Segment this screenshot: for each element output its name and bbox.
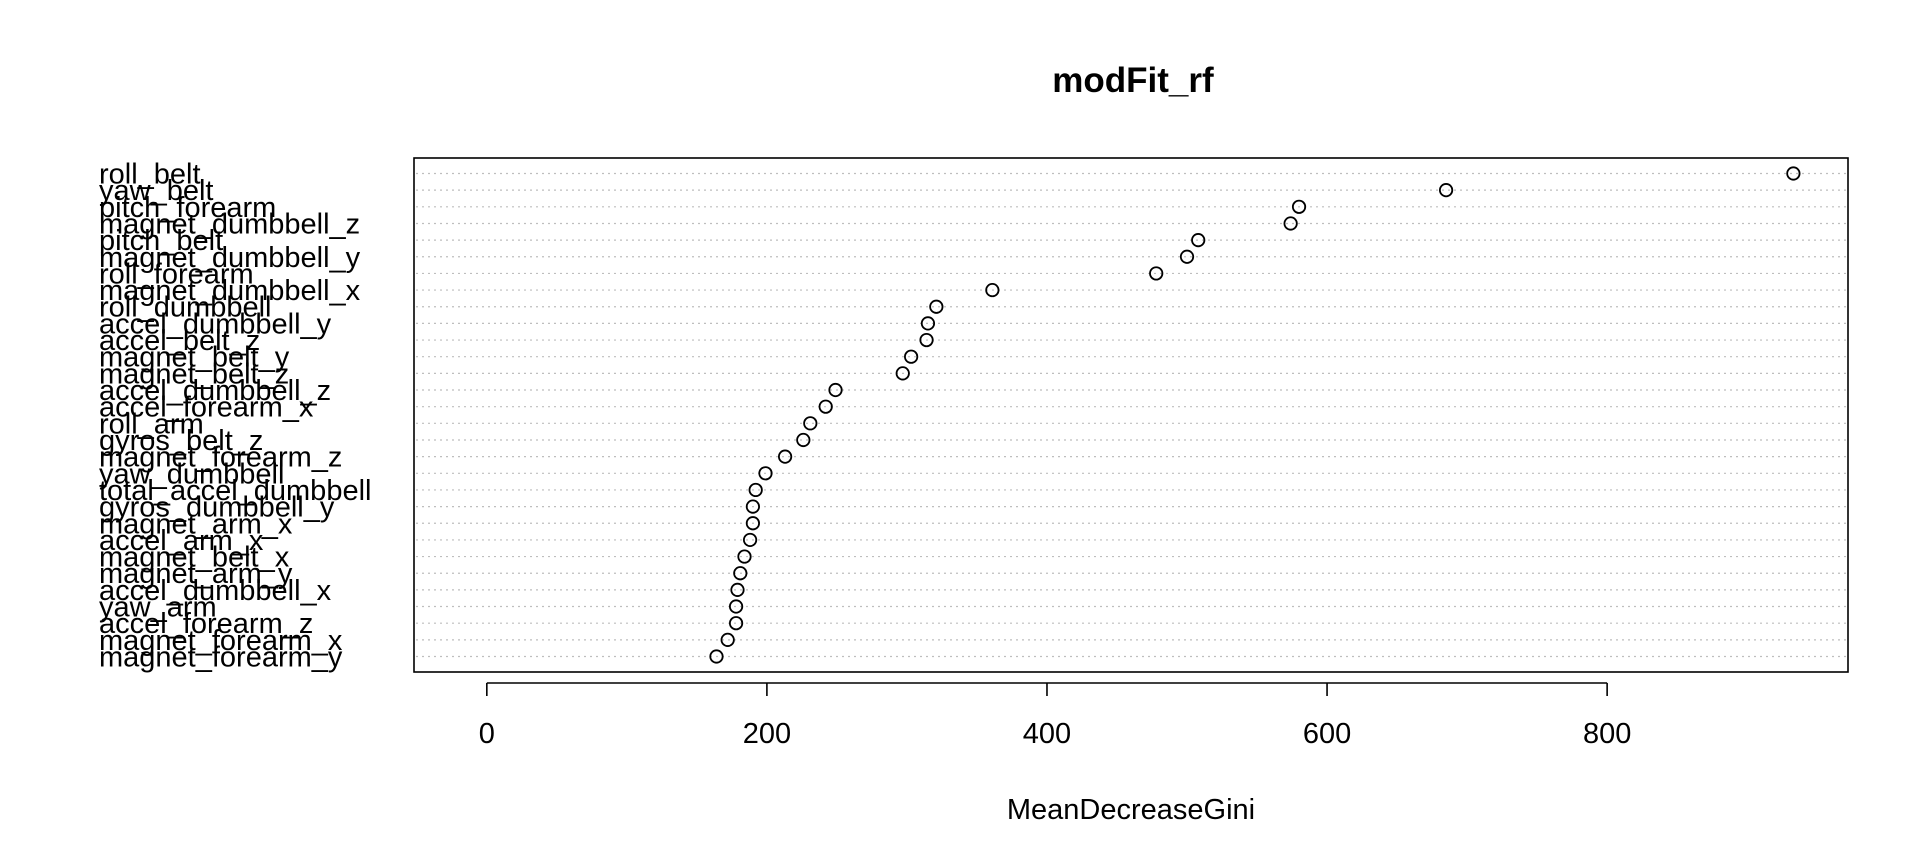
data-point <box>1283 216 1298 231</box>
category-label: yaw_belt <box>99 175 213 207</box>
x-axis-label: MeanDecreaseGini <box>1007 794 1255 826</box>
category-label: magnet_belt_y <box>99 342 290 374</box>
x-tick-label: 400 <box>1023 718 1071 750</box>
category-label: magnet_arm_y <box>99 558 293 590</box>
grid-lines <box>416 172 1846 658</box>
data-point <box>904 349 919 364</box>
category-label: magnet_belt_x <box>99 542 290 574</box>
category-label: magnet_dumbbell_x <box>99 275 361 307</box>
category-label: magnet_arm_x <box>99 508 293 540</box>
category-label: pitch_belt <box>99 225 223 257</box>
data-point <box>985 282 1000 298</box>
category-label: magnet_forearm_y <box>99 642 343 674</box>
data-point <box>1291 199 1307 214</box>
data-point <box>1786 166 1801 181</box>
x-tick-label: 200 <box>743 718 791 750</box>
category-label: magnet_dumbbell_z <box>99 208 360 240</box>
chart-title: modFit_rf <box>1052 61 1214 100</box>
data-point <box>758 466 773 481</box>
data-point <box>828 382 843 398</box>
category-label: yaw_arm <box>99 592 217 624</box>
data-point <box>728 599 744 614</box>
data-point <box>919 332 934 348</box>
category-label: accel_arm_x <box>99 525 264 557</box>
data-point <box>720 632 735 647</box>
data-point <box>895 366 910 381</box>
category-label: yaw_dumbbell <box>99 458 284 490</box>
data-point <box>778 449 793 464</box>
category-label: pitch_forearm <box>99 192 276 224</box>
data-point <box>737 549 752 564</box>
data-point <box>920 316 936 331</box>
category-label: gyros_dumbbell_y <box>99 492 335 524</box>
category-label: magnet_forearm_z <box>99 442 342 474</box>
category-label: accel_dumbbell_z <box>99 375 331 407</box>
category-label: total_accel_dumbbell <box>99 475 371 507</box>
x-axis: 0 200 400 600 800 <box>479 682 1631 750</box>
data-point <box>1179 249 1195 264</box>
plot-frame <box>413 157 1849 673</box>
category-label: roll_forearm <box>99 258 254 290</box>
data-point <box>742 532 758 548</box>
category-label: accel_dumbbell_y <box>99 308 332 340</box>
data-point <box>748 482 763 498</box>
data-point <box>803 416 818 431</box>
category-label: accel_forearm_z <box>99 608 313 640</box>
category-label: accel_dumbbell_x <box>99 575 332 607</box>
x-tick-label: 600 <box>1303 718 1351 750</box>
data-point <box>745 499 760 514</box>
category-label: accel_belt_z <box>99 325 260 357</box>
data-point <box>728 616 744 631</box>
category-label: magnet_belt_z <box>99 358 289 390</box>
data-point <box>796 432 811 448</box>
category-label: magnet_forearm_x <box>99 625 343 657</box>
data-point <box>818 399 833 414</box>
data-point <box>709 649 724 664</box>
category-label: roll_arm <box>99 408 204 440</box>
category-label: roll_dumbbell <box>99 292 272 324</box>
data-point <box>733 566 748 581</box>
data-point <box>730 582 745 597</box>
category-labels: roll_beltyaw_beltpitch_forearmmagnet_dum… <box>99 159 371 674</box>
data-point <box>1149 266 1164 281</box>
category-label: roll_belt <box>99 159 201 191</box>
data-points <box>709 166 1801 664</box>
category-label: magnet_dumbbell_y <box>99 242 361 274</box>
category-label: accel_forearm_x <box>99 392 314 424</box>
x-tick-label: 800 <box>1583 718 1631 750</box>
x-tick-label: 0 <box>479 718 495 750</box>
data-point <box>929 299 944 314</box>
data-point <box>1191 233 1206 248</box>
data-point <box>745 516 760 531</box>
data-point <box>1438 183 1454 198</box>
category-label: gyros_belt_z <box>99 425 263 457</box>
